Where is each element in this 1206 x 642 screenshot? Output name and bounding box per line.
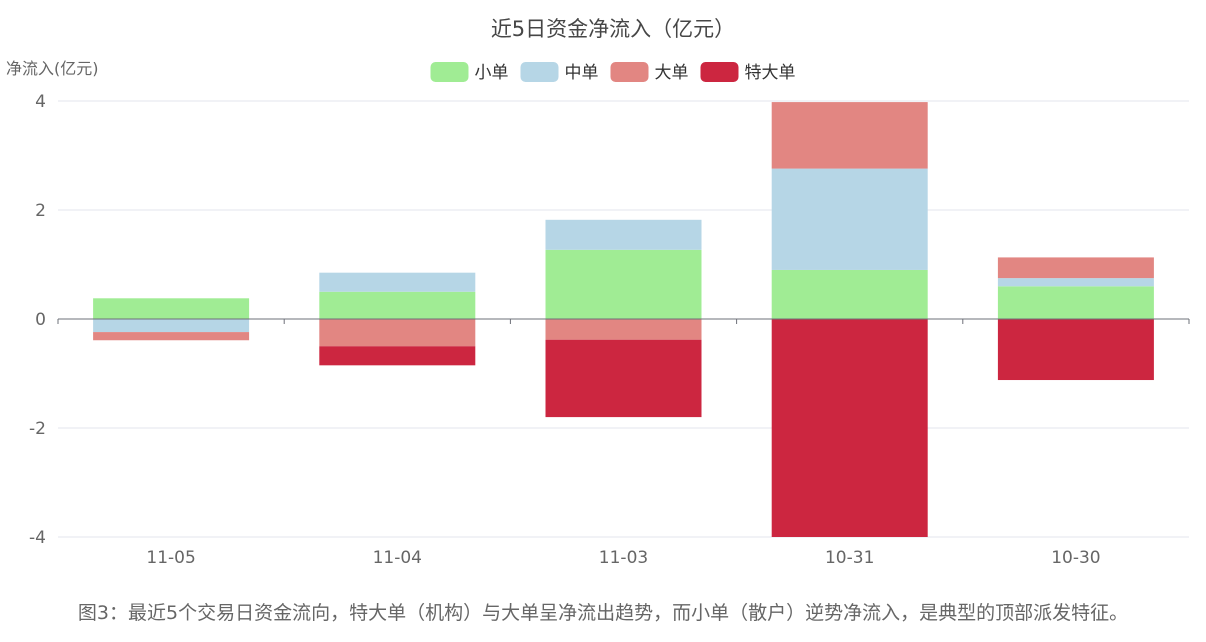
y-tick-label: 2 — [35, 201, 46, 221]
x-tick-label: 10-31 — [825, 548, 874, 568]
bar-segment — [545, 339, 702, 418]
x-tick-label: 10-30 — [1051, 548, 1100, 568]
grid-lines — [58, 100, 1189, 538]
axes: -4 -2 0 2 4 11-05 11-04 11-03 10-31 10-30 — [29, 92, 1190, 568]
bar-segment — [319, 291, 476, 319]
bar-segment — [319, 319, 476, 347]
bar-segment — [545, 219, 702, 250]
legend: 小单 中单 大单 特大单 — [430, 62, 796, 83]
bar-segment — [771, 269, 928, 319]
y-tick-label: 0 — [35, 310, 46, 330]
figure-caption: 图3：最近5个交易日资金流向，特大单（机构）与大单呈净流出趋势，而小单（散户）逆… — [77, 602, 1129, 624]
bar-segment — [319, 346, 476, 366]
bar-segment — [545, 319, 702, 340]
y-tick-label: -2 — [29, 419, 46, 439]
bars — [93, 102, 1154, 537]
bar-segment — [997, 286, 1154, 319]
legend-swatch — [610, 62, 649, 82]
bar-segment — [997, 257, 1154, 279]
x-tick-label: 11-05 — [146, 548, 195, 568]
y-axis-label: 净流入(亿元) — [6, 59, 99, 78]
legend-label: 小单 — [475, 63, 509, 83]
legend-label: 特大单 — [745, 63, 796, 83]
bar-segment — [771, 319, 928, 537]
legend-swatch — [520, 62, 559, 82]
bar-segment — [771, 102, 928, 169]
bar-segment — [93, 332, 250, 341]
y-tick-label: 4 — [35, 92, 46, 112]
bar-segment — [93, 298, 250, 319]
chart-title: 近5日资金净流入（亿元） — [491, 17, 735, 41]
bar-segment — [997, 278, 1154, 287]
legend-swatch — [430, 62, 469, 82]
bar-segment — [771, 168, 928, 270]
x-tick-label: 11-03 — [599, 548, 648, 568]
legend-label: 大单 — [655, 63, 689, 83]
legend-swatch — [700, 62, 739, 82]
stacked-bar-chart: 近5日资金净流入（亿元） 净流入(亿元) 小单 中单 大单 特大单 -4 -2 0 2 4 11… — [6, 17, 1190, 568]
legend-label: 中单 — [565, 63, 599, 83]
bar-segment — [319, 272, 476, 292]
x-tick-label: 11-04 — [373, 548, 422, 568]
y-tick-label: -4 — [29, 528, 46, 548]
bar-segment — [545, 249, 702, 319]
bar-segment — [997, 319, 1154, 381]
bar-segment — [93, 319, 250, 333]
